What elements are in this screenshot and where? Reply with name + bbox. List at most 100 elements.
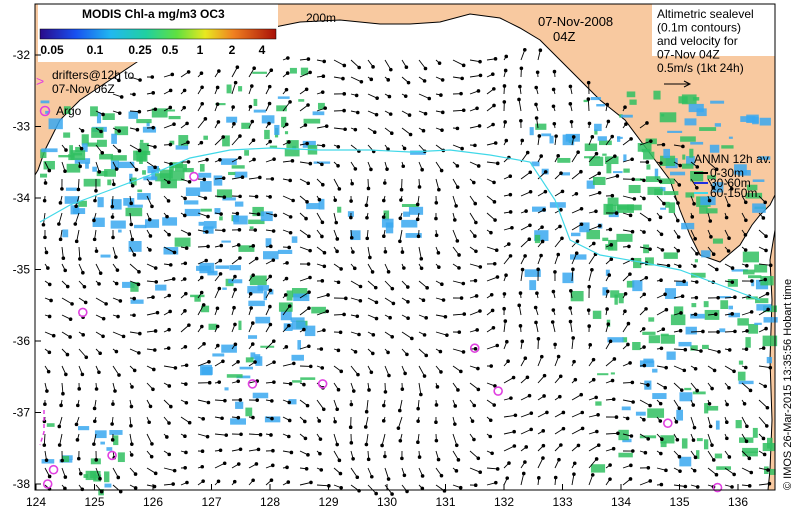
velocity-arrow-head	[508, 254, 513, 258]
velocity-arrow-head	[183, 344, 188, 349]
velocity-arrow	[350, 365, 359, 375]
velocity-arrow-head	[691, 438, 696, 442]
chl-patch	[128, 111, 138, 119]
velocity-arrow-head	[455, 126, 460, 131]
velocity-arrow-head	[199, 140, 204, 145]
velocity-arrow-head	[167, 421, 171, 425]
velocity-arrow	[673, 365, 685, 371]
velocity-arrow	[639, 212, 650, 221]
chl-patch	[143, 176, 158, 181]
velocity-arrow-head	[435, 385, 440, 389]
velocity-arrow-head	[267, 121, 271, 126]
chl-patch	[136, 119, 152, 124]
velocity-arrow	[588, 458, 597, 469]
velocity-arrow-head	[553, 475, 558, 480]
chl-patch	[190, 294, 205, 298]
velocity-arrow-head	[461, 350, 466, 354]
velocity-arrow-head	[460, 146, 464, 151]
chl-patch	[590, 464, 606, 473]
velocity-arrow-head	[187, 323, 191, 327]
velocity-arrow-head	[269, 433, 273, 437]
velocity-arrow-head	[691, 403, 696, 407]
velocity-arrow-head	[574, 251, 579, 256]
velocity-arrow-head	[148, 248, 152, 252]
chl-patch	[312, 111, 325, 116]
velocity-arrow-head	[272, 157, 276, 161]
velocity-arrow-head	[419, 256, 424, 261]
velocity-arrow-head	[349, 441, 354, 445]
velocity-arrow-head	[568, 102, 573, 106]
velocity-arrow-head	[732, 472, 736, 477]
velocity-arrow-head	[238, 398, 243, 402]
chl-patch	[64, 196, 80, 204]
velocity-arrow-head	[717, 349, 721, 354]
velocity-arrow-head	[152, 367, 156, 372]
velocity-arrow-head	[569, 119, 574, 124]
velocity-arrow-head	[641, 327, 646, 331]
velocity-arrow-head	[288, 100, 292, 104]
chl-patch	[46, 423, 55, 427]
velocity-arrow	[503, 414, 516, 418]
velocity-arrow-head	[57, 443, 62, 447]
chl-patch	[728, 136, 733, 139]
velocity-arrow-head	[644, 275, 649, 280]
velocity-arrow-head	[349, 402, 354, 407]
chl-patch	[659, 112, 677, 123]
chl-patch	[642, 331, 656, 335]
chl-patch	[762, 335, 778, 347]
velocity-arrow-head	[248, 104, 253, 109]
velocity-arrow-head	[172, 468, 177, 473]
velocity-arrow-head	[74, 239, 79, 244]
velocity-arrow-head	[387, 373, 391, 378]
velocity-arrow-head	[629, 434, 634, 438]
velocity-arrow-head	[489, 292, 494, 297]
velocity-arrow	[418, 365, 425, 377]
velocity-arrow-head	[238, 194, 242, 199]
velocity-arrow-head	[342, 108, 346, 113]
velocity-arrow-head	[286, 480, 291, 484]
chl-patch	[85, 162, 89, 169]
velocity-arrow-head	[716, 330, 720, 334]
chl-patch	[675, 281, 689, 286]
velocity-arrow-head	[661, 327, 666, 332]
velocity-arrow-head	[558, 224, 562, 229]
chl-patch	[224, 387, 229, 391]
velocity-arrow-head	[588, 343, 593, 347]
velocity-arrow-head	[374, 300, 379, 305]
velocity-arrow-head	[168, 309, 172, 314]
velocity-arrow-head	[724, 420, 729, 425]
velocity-arrow-head	[592, 241, 596, 246]
velocity-arrow-head	[169, 162, 173, 166]
velocity-arrow	[129, 263, 140, 273]
chl-patch	[236, 375, 251, 379]
chl-patch	[70, 150, 86, 160]
velocity-arrow-head	[320, 234, 324, 239]
velocity-arrow-head	[457, 253, 461, 257]
chl-patch	[290, 317, 305, 322]
chl-patch	[718, 296, 731, 299]
chl-patch	[602, 153, 607, 156]
velocity-arrow-head	[458, 485, 463, 490]
velocity-arrow	[639, 480, 651, 486]
velocity-arrow-head	[137, 148, 142, 153]
drifters-note-line-2: 07-Nov 06Z	[52, 82, 115, 96]
velocity-arrow-head	[388, 112, 393, 116]
chl-patch	[692, 391, 706, 395]
chl-patch	[633, 257, 642, 269]
velocity-arrow-head	[288, 178, 292, 183]
velocity-arrow	[435, 331, 448, 336]
velocity-arrow-head	[283, 293, 288, 297]
chl-patch	[201, 367, 213, 375]
velocity-arrow-head	[335, 407, 339, 412]
chl-patch	[401, 204, 419, 207]
velocity-arrow-head	[596, 412, 600, 417]
velocity-arrow-head	[147, 217, 152, 222]
velocity-arrow-head	[596, 443, 601, 447]
chl-patch	[604, 156, 619, 165]
velocity-arrow-head	[730, 312, 734, 316]
velocity-arrow-head	[612, 357, 617, 361]
velocity-arrow-head	[203, 196, 208, 200]
velocity-arrow-head	[113, 389, 117, 393]
velocity-arrow-head	[710, 386, 714, 391]
velocity-arrow-head	[207, 359, 211, 364]
